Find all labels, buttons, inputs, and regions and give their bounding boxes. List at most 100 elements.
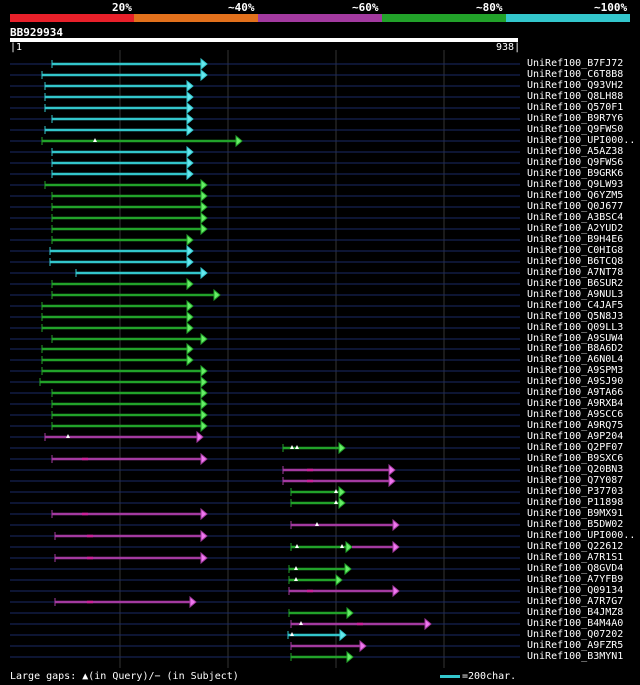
hit-arrow <box>186 90 194 104</box>
hit-arrow <box>200 507 208 521</box>
hit-arrow <box>392 540 400 554</box>
hit-arrow <box>200 529 208 543</box>
hit-label[interactable]: UniRef100_A9RQ75 <box>527 420 624 431</box>
hit-label[interactable]: UniRef100_A9FZR5 <box>527 640 624 651</box>
hit-label[interactable]: UniRef100_Q6YZM5 <box>527 190 624 201</box>
hit-label[interactable]: UniRef100_Q0J677 <box>527 201 624 212</box>
hit-label[interactable]: UniRef100_A7R7G7 <box>527 596 624 607</box>
hit-label[interactable]: UniRef100_A9SJ90 <box>527 376 624 387</box>
hit-label[interactable]: UniRef100_P37703 <box>527 486 624 497</box>
hit-arrow <box>200 452 208 466</box>
hit-arrow <box>200 397 208 411</box>
hit-arrow <box>335 573 343 587</box>
hit-label[interactable]: UniRef100_B8A6D2 <box>527 343 624 354</box>
hit-label[interactable]: UniRef100_B9GRK6 <box>527 168 624 179</box>
hit-label[interactable]: UniRef100_A9SUW4 <box>527 333 624 344</box>
hit-arrow <box>200 68 208 82</box>
hit-label[interactable]: UniRef100_B5DW02 <box>527 519 624 530</box>
color-segment-20 <box>10 14 134 22</box>
hit-arrow <box>213 288 221 302</box>
hit-label[interactable]: UniRef100_Q09134 <box>527 585 624 596</box>
hit-label[interactable]: UniRef100_Q9FWS0 <box>527 124 624 135</box>
hit-arrow <box>388 474 396 488</box>
hit-label[interactable]: UniRef100_A9P204 <box>527 431 624 442</box>
hit-arrow <box>186 244 194 258</box>
hit-arrow <box>200 211 208 225</box>
hit-arrow <box>186 79 194 93</box>
query-end-tick: 938| <box>496 42 521 53</box>
hit-label[interactable]: UniRef100_B3MYN1 <box>527 651 624 662</box>
hit-label[interactable]: UniRef100_B9MX91 <box>527 508 624 519</box>
identity-label-60: ~60% <box>352 1 379 14</box>
hit-label[interactable]: UniRef100_B9SXC6 <box>527 453 624 464</box>
hit-arrow <box>186 112 194 126</box>
hit-arrow <box>338 485 346 499</box>
hit-label[interactable]: UniRef100_B7FJ72 <box>527 58 624 69</box>
hit-arrow <box>200 386 208 400</box>
hit-label[interactable]: UniRef100_UPI000.. <box>527 530 636 541</box>
hit-arrow <box>186 167 194 181</box>
hit-arrow <box>338 441 346 455</box>
hit-label[interactable]: UniRef100_A7R1S1 <box>527 552 624 563</box>
hit-arrow <box>235 134 243 148</box>
hit-arrow <box>346 650 354 664</box>
hit-label[interactable]: UniRef100_A9SCC6 <box>527 409 624 420</box>
hit-label[interactable]: UniRef100_A6N0L4 <box>527 354 624 365</box>
large-gaps-legend: Large gaps: ▲(in Query)/− (in Subject) <box>10 671 239 682</box>
hit-label[interactable]: UniRef100_A3BSC4 <box>527 212 624 223</box>
hit-arrow <box>200 222 208 236</box>
hit-arrow <box>186 353 194 367</box>
hit-label[interactable]: UniRef100_B6SUR2 <box>527 278 624 289</box>
hit-arrow <box>344 562 352 576</box>
hit-label[interactable]: UniRef100_P11898 <box>527 497 624 508</box>
hit-label[interactable]: UniRef100_Q8GVD4 <box>527 563 624 574</box>
hit-arrow <box>345 540 353 554</box>
hit-label[interactable]: UniRef100_A9SPM3 <box>527 365 624 376</box>
hit-label[interactable]: UniRef100_Q5N8J3 <box>527 311 624 322</box>
hit-label[interactable]: UniRef100_A9RXB4 <box>527 398 624 409</box>
scale-key: =200char. <box>440 671 516 682</box>
hit-label[interactable]: UniRef100_B9R7Y6 <box>527 113 624 124</box>
query-bar <box>10 38 518 42</box>
hit-label[interactable]: UniRef100_A9TA66 <box>527 387 624 398</box>
hit-arrow <box>200 332 208 346</box>
hit-label[interactable]: UniRef100_C0HIG8 <box>527 245 624 256</box>
hit-arrow <box>200 364 208 378</box>
hit-label[interactable]: UniRef100_Q09LL3 <box>527 322 624 333</box>
identity-scale: 20% ~40% ~60% ~80% ~100% <box>0 0 640 14</box>
hit-arrow <box>200 375 208 389</box>
hit-label[interactable]: UniRef100_B6TCQ8 <box>527 256 624 267</box>
hit-label[interactable]: UniRef100_Q7Y087 <box>527 475 624 486</box>
query-start-tick: |1 <box>10 42 23 53</box>
hit-label[interactable]: UniRef100_Q22612 <box>527 541 624 552</box>
hit-arrow <box>189 595 197 609</box>
hit-label[interactable]: UniRef100_Q20BN3 <box>527 464 624 475</box>
hit-label[interactable]: UniRef100_Q2PF07 <box>527 442 624 453</box>
hit-label[interactable]: UniRef100_A9NUL3 <box>527 289 624 300</box>
hit-arrow <box>200 178 208 192</box>
hit-label[interactable]: UniRef100_C4JAF5 <box>527 300 624 311</box>
hit-label[interactable]: UniRef100_Q570F1 <box>527 102 624 113</box>
query-gap-marker <box>295 445 299 449</box>
hit-label[interactable]: UniRef100_Q9FWS6 <box>527 157 624 168</box>
query-start: 1 <box>16 42 23 53</box>
identity-label-40: ~40% <box>228 1 255 14</box>
hit-label[interactable]: UniRef100_A2YUD2 <box>527 223 624 234</box>
hit-arrow <box>200 57 208 71</box>
hit-label[interactable]: UniRef100_A5AZ38 <box>527 146 624 157</box>
hit-label[interactable]: UniRef100_B4M4A0 <box>527 618 624 629</box>
hit-label[interactable]: UniRef100_Q07202 <box>527 629 624 640</box>
color-segment-100 <box>506 14 630 22</box>
hit-label[interactable]: UniRef100_A7NT78 <box>527 267 624 278</box>
hit-label[interactable]: UniRef100_Q9LW93 <box>527 179 624 190</box>
hit-label[interactable]: UniRef100_Q8LH88 <box>527 91 624 102</box>
hit-arrow <box>200 419 208 433</box>
hit-label[interactable]: UniRef100_B4JMZ8 <box>527 607 624 618</box>
query-gap-marker <box>315 522 319 526</box>
hit-label[interactable]: UniRef100_A7YFB9 <box>527 574 624 585</box>
hit-label[interactable]: UniRef100_B9H4E6 <box>527 234 624 245</box>
hit-label[interactable]: UniRef100_C6T8B8 <box>527 69 624 80</box>
hit-label[interactable]: UniRef100_UPI000.. <box>527 135 636 146</box>
hit-label[interactable]: UniRef100_Q93VH2 <box>527 80 624 91</box>
